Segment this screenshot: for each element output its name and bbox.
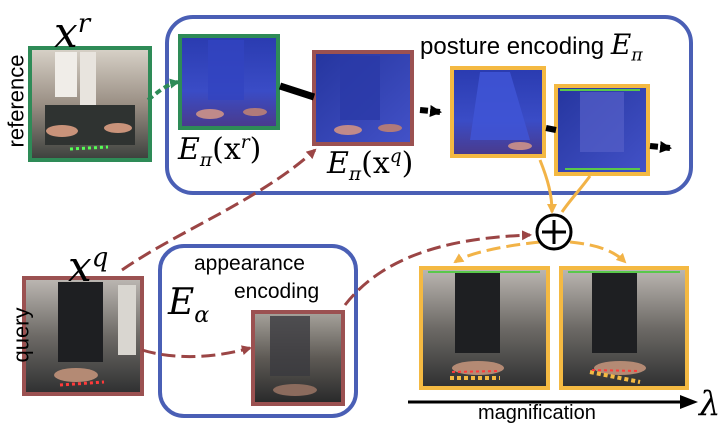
label-encoding: encoding bbox=[234, 280, 320, 303]
red-arrow-appearance-to-sum bbox=[343, 230, 532, 306]
orange-arrow-sum-to-output1 bbox=[453, 240, 541, 264]
label-reference: reference bbox=[3, 54, 29, 148]
output-frame-2 bbox=[559, 266, 689, 390]
label-posture-encoding: posture encoding Eπ bbox=[420, 28, 643, 66]
red-arrow-query-to-posture bbox=[121, 148, 317, 272]
query-image bbox=[22, 276, 144, 396]
black-link-posture bbox=[278, 82, 316, 101]
posture-embedding-reference bbox=[178, 34, 280, 130]
black-arrow-out bbox=[649, 141, 672, 153]
red-arrow-query-to-appearance bbox=[141, 345, 252, 359]
appearance-encoding-box bbox=[158, 244, 358, 418]
black-arrow-to-magnified-1 bbox=[419, 105, 442, 117]
orange-arrow-sum-to-output2 bbox=[569, 240, 627, 264]
orange-arrow-magnified1-to-sum bbox=[538, 159, 557, 214]
posture-embedding-query bbox=[312, 50, 414, 146]
posture-encoding-box bbox=[165, 15, 693, 195]
label-lambda: λ bbox=[699, 384, 720, 424]
orange-arrow-magnified2-to-sum bbox=[560, 175, 592, 213]
label-appearance: appearance bbox=[194, 252, 305, 275]
green-arrow-reference-to-posture bbox=[146, 78, 180, 102]
output-frame-1 bbox=[419, 266, 550, 390]
label-xq: xq bbox=[68, 242, 109, 291]
label-xr: xr bbox=[54, 8, 91, 57]
reference-image bbox=[28, 46, 152, 162]
magnification-axis-arrowhead bbox=[680, 395, 698, 409]
label-epi-xq: Eπ(xq) bbox=[327, 146, 414, 185]
label-e-alpha: Eα bbox=[168, 282, 210, 329]
label-query: query bbox=[8, 307, 34, 363]
posture-magnified-1 bbox=[450, 66, 546, 158]
black-arrow-between-magnified bbox=[545, 125, 557, 133]
label-epi-xr: Eπ(xr) bbox=[178, 132, 262, 171]
posture-magnified-2 bbox=[554, 84, 650, 176]
label-magnification: magnification bbox=[478, 402, 596, 424]
appearance-embedding-image bbox=[251, 310, 345, 406]
